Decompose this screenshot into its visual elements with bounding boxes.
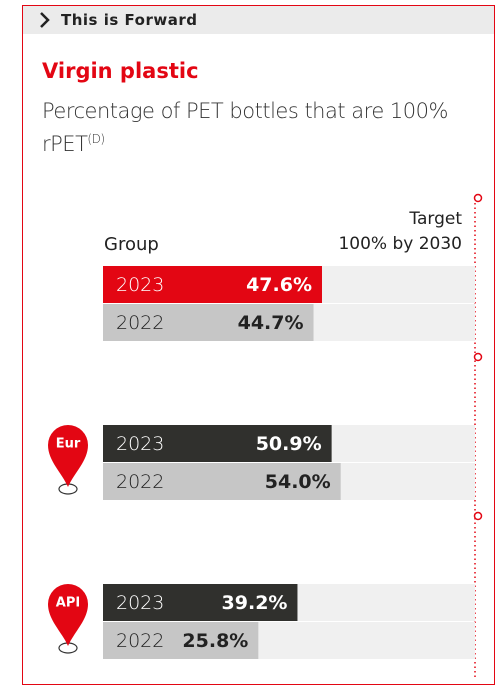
target-marker	[473, 511, 483, 521]
year-label: 2023	[116, 592, 164, 614]
region-pin: API	[48, 584, 88, 654]
bar	[103, 266, 322, 303]
region-label: API	[56, 596, 80, 611]
year-label: 2022	[116, 471, 164, 493]
target-marker	[473, 352, 483, 362]
pin	[48, 584, 88, 646]
target-label: Target	[408, 209, 462, 229]
value-label: 47.6%	[246, 274, 312, 296]
value-label: 39.2%	[222, 592, 288, 614]
target-marker	[473, 193, 483, 203]
bar	[103, 584, 298, 621]
value-label: 25.8%	[182, 630, 248, 652]
subtitle: Percentage of PET bottles that are 100% …	[42, 97, 462, 158]
value-label: 54.0%	[265, 471, 331, 493]
year-label: 2023	[116, 433, 164, 455]
bar	[103, 463, 341, 500]
chevron-icon	[40, 12, 50, 28]
subtitle-note: (D)	[87, 132, 105, 146]
year-label: 2023	[116, 274, 164, 296]
bar	[103, 304, 314, 341]
title: Virgin plastic	[42, 59, 199, 83]
pin	[48, 425, 88, 487]
region-pin: Eur	[48, 425, 88, 495]
region-label: Eur	[56, 437, 81, 452]
subtitle-text: Percentage of PET bottles that are 100% …	[42, 99, 448, 156]
section-header: This is Forward	[23, 6, 494, 34]
target-note: 100% by 2030	[338, 234, 462, 254]
value-label: 50.9%	[256, 433, 322, 455]
group-label: Group	[104, 234, 159, 255]
year-label: 2022	[116, 312, 164, 334]
year-label: 2022	[116, 630, 164, 652]
header-text: This is Forward	[61, 11, 198, 29]
value-label: 44.7%	[238, 312, 304, 334]
bar	[103, 425, 332, 462]
bar	[103, 622, 259, 659]
